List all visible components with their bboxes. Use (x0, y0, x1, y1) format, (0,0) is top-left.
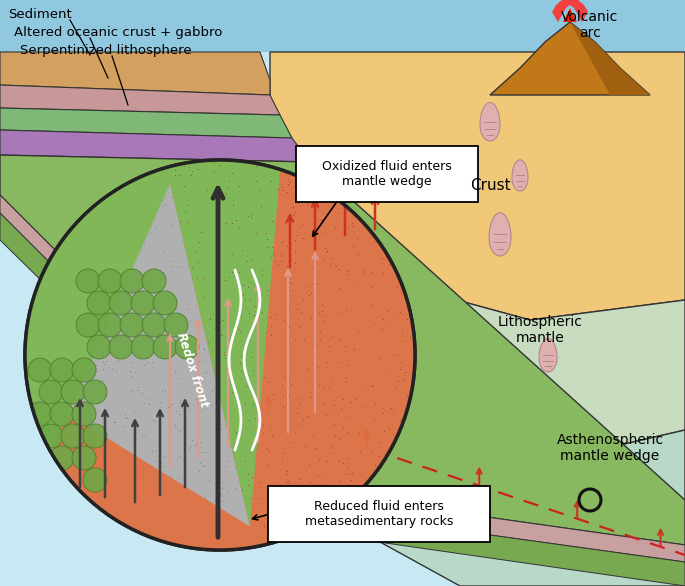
Circle shape (50, 358, 74, 382)
Circle shape (164, 313, 188, 337)
Text: Altered oceanic crust + gabbro: Altered oceanic crust + gabbro (14, 26, 223, 39)
Circle shape (153, 291, 177, 315)
Text: Reduced fluid enters
metasedimentary rocks: Reduced fluid enters metasedimentary roc… (305, 500, 453, 528)
Polygon shape (25, 160, 280, 527)
Circle shape (76, 269, 100, 293)
Circle shape (28, 402, 52, 426)
Circle shape (153, 335, 177, 359)
Circle shape (83, 468, 107, 492)
Circle shape (142, 269, 166, 293)
Circle shape (109, 335, 133, 359)
Text: Serpentinized lithosphere: Serpentinized lithosphere (20, 44, 192, 57)
Polygon shape (0, 195, 685, 562)
FancyBboxPatch shape (296, 146, 478, 202)
Polygon shape (512, 160, 528, 191)
Polygon shape (539, 339, 557, 372)
Polygon shape (0, 130, 310, 162)
Text: Redox front: Redox front (174, 331, 210, 409)
Polygon shape (489, 213, 511, 256)
Circle shape (83, 380, 107, 404)
Circle shape (98, 269, 122, 293)
Polygon shape (490, 22, 650, 95)
Circle shape (131, 335, 155, 359)
Polygon shape (0, 85, 280, 115)
Polygon shape (0, 213, 685, 586)
Polygon shape (0, 52, 270, 95)
Polygon shape (0, 155, 685, 545)
Text: Crust: Crust (470, 178, 510, 192)
Circle shape (28, 358, 52, 382)
Text: Sediment: Sediment (8, 8, 72, 21)
Circle shape (39, 380, 63, 404)
Text: Volcanic
arc: Volcanic arc (562, 10, 619, 40)
Circle shape (98, 313, 122, 337)
Polygon shape (552, 0, 588, 22)
Text: Lithospheric
mantle: Lithospheric mantle (497, 315, 582, 345)
Circle shape (25, 160, 415, 550)
Circle shape (87, 335, 111, 359)
Circle shape (72, 358, 96, 382)
Circle shape (76, 313, 100, 337)
Circle shape (83, 424, 107, 448)
Circle shape (131, 291, 155, 315)
Circle shape (50, 446, 74, 470)
Circle shape (120, 269, 144, 293)
Text: Oxidized fluid enters
mantle wedge: Oxidized fluid enters mantle wedge (322, 160, 452, 188)
Circle shape (72, 402, 96, 426)
Polygon shape (295, 240, 685, 445)
Circle shape (109, 291, 133, 315)
Polygon shape (480, 103, 500, 141)
Circle shape (175, 335, 199, 359)
Polygon shape (563, 8, 577, 22)
Circle shape (72, 446, 96, 470)
Polygon shape (0, 108, 292, 138)
Circle shape (87, 291, 111, 315)
Circle shape (120, 313, 144, 337)
FancyBboxPatch shape (268, 486, 490, 542)
Circle shape (61, 380, 85, 404)
Circle shape (142, 313, 166, 337)
Polygon shape (280, 355, 685, 586)
Polygon shape (570, 22, 650, 95)
Circle shape (39, 424, 63, 448)
Polygon shape (28, 160, 415, 550)
Circle shape (61, 424, 85, 448)
Polygon shape (270, 52, 685, 320)
Circle shape (50, 402, 74, 426)
Text: Asthenospheric
mantle wedge: Asthenospheric mantle wedge (556, 433, 664, 463)
Bar (0, 0, 685, 52)
